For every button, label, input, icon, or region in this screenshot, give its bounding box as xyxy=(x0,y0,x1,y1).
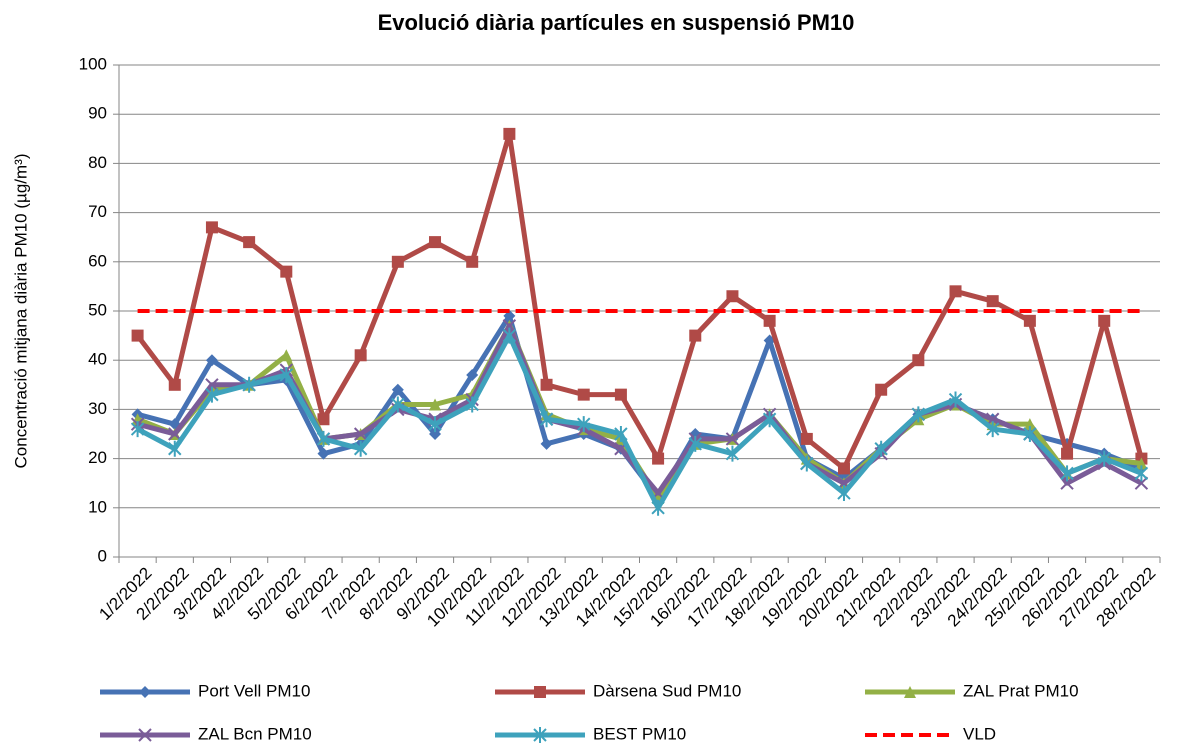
data-point xyxy=(986,295,999,308)
data-point xyxy=(985,421,1000,438)
data-point xyxy=(1098,314,1111,327)
data-point xyxy=(353,440,368,457)
data-point xyxy=(725,445,740,462)
data-point xyxy=(1135,457,1148,470)
legend-label: Dàrsena Sud PM10 xyxy=(593,681,741,700)
data-point xyxy=(429,428,442,440)
data-point xyxy=(428,416,442,433)
chart-title: Evolució diària partícules en suspensió … xyxy=(378,10,855,35)
data-point xyxy=(762,411,777,428)
series-line xyxy=(136,333,1143,511)
data-point xyxy=(651,499,665,516)
data-point xyxy=(429,236,442,249)
data-point xyxy=(1060,465,1074,482)
data-point xyxy=(391,255,404,268)
legend-label: ZAL Prat PM10 xyxy=(963,681,1079,700)
data-point xyxy=(317,447,330,460)
data-point xyxy=(911,406,926,423)
data-point xyxy=(539,411,554,428)
data-point xyxy=(205,378,219,392)
data-point xyxy=(763,314,776,327)
y-tick-label: 0 xyxy=(98,546,107,565)
data-point xyxy=(912,354,925,367)
data-point xyxy=(726,290,739,303)
data-point xyxy=(652,452,665,465)
data-point xyxy=(131,329,144,342)
data-point xyxy=(1023,426,1037,442)
data-point xyxy=(577,416,591,433)
y-tick-label: 70 xyxy=(88,202,107,221)
legend-marker xyxy=(904,686,916,698)
data-point xyxy=(466,368,479,381)
data-point xyxy=(874,440,888,457)
y-tick-label: 100 xyxy=(79,54,107,73)
data-point xyxy=(243,236,256,249)
data-point xyxy=(577,388,590,401)
legend-label: Port Vell PM10 xyxy=(198,681,310,700)
data-point xyxy=(205,354,218,367)
data-point xyxy=(429,398,442,411)
data-point xyxy=(540,437,553,450)
legend-label: BEST PM10 xyxy=(593,724,686,743)
data-point xyxy=(689,329,702,342)
data-point xyxy=(354,349,367,362)
legend-marker xyxy=(138,728,152,742)
data-point xyxy=(502,319,517,333)
y-tick-label: 60 xyxy=(88,251,107,270)
y-tick-label: 90 xyxy=(88,104,107,123)
series-line xyxy=(135,131,1144,471)
data-point xyxy=(391,396,405,413)
data-point xyxy=(1023,418,1036,431)
y-axis-label: Concentració mitjana diària PM10 (µg/m³) xyxy=(11,154,30,469)
data-point xyxy=(800,455,814,472)
data-point xyxy=(614,388,627,401)
data-point xyxy=(502,327,517,344)
data-point xyxy=(316,430,331,447)
data-point xyxy=(1060,476,1074,490)
data-point xyxy=(725,432,740,446)
data-point xyxy=(242,376,256,393)
data-point xyxy=(465,396,479,413)
data-point xyxy=(279,366,294,383)
data-point xyxy=(205,386,219,403)
data-point xyxy=(1061,447,1074,460)
data-point xyxy=(540,378,553,391)
data-point xyxy=(1134,465,1149,482)
data-point xyxy=(948,391,963,408)
legend-marker xyxy=(534,686,546,698)
y-tick-label: 10 xyxy=(88,497,107,516)
data-point xyxy=(688,435,702,452)
data-point xyxy=(837,485,851,502)
legend-marker xyxy=(139,686,151,698)
legend-marker xyxy=(533,727,547,743)
data-point xyxy=(353,427,368,441)
data-point xyxy=(466,255,479,268)
data-point xyxy=(317,413,330,426)
data-point xyxy=(614,426,628,442)
data-point xyxy=(503,127,516,140)
data-point xyxy=(130,421,145,438)
data-point xyxy=(1023,314,1036,327)
data-point xyxy=(1097,450,1111,467)
y-tick-label: 40 xyxy=(88,350,107,369)
data-point xyxy=(875,383,888,396)
data-point xyxy=(205,221,218,234)
y-tick-label: 50 xyxy=(88,300,107,319)
y-tick-label: 80 xyxy=(88,153,107,172)
y-tick-label: 20 xyxy=(88,448,107,467)
data-point xyxy=(168,378,181,391)
data-point xyxy=(168,427,182,441)
data-point xyxy=(1134,476,1149,490)
data-point xyxy=(837,462,850,475)
data-point xyxy=(280,265,293,278)
data-point xyxy=(280,349,293,362)
data-point xyxy=(949,285,962,298)
data-point xyxy=(168,440,182,457)
y-tick-label: 30 xyxy=(88,399,107,418)
legend-label: VLD xyxy=(963,724,996,743)
data-point xyxy=(391,383,404,396)
legend-label: ZAL Bcn PM10 xyxy=(198,724,312,743)
data-point xyxy=(800,432,813,445)
